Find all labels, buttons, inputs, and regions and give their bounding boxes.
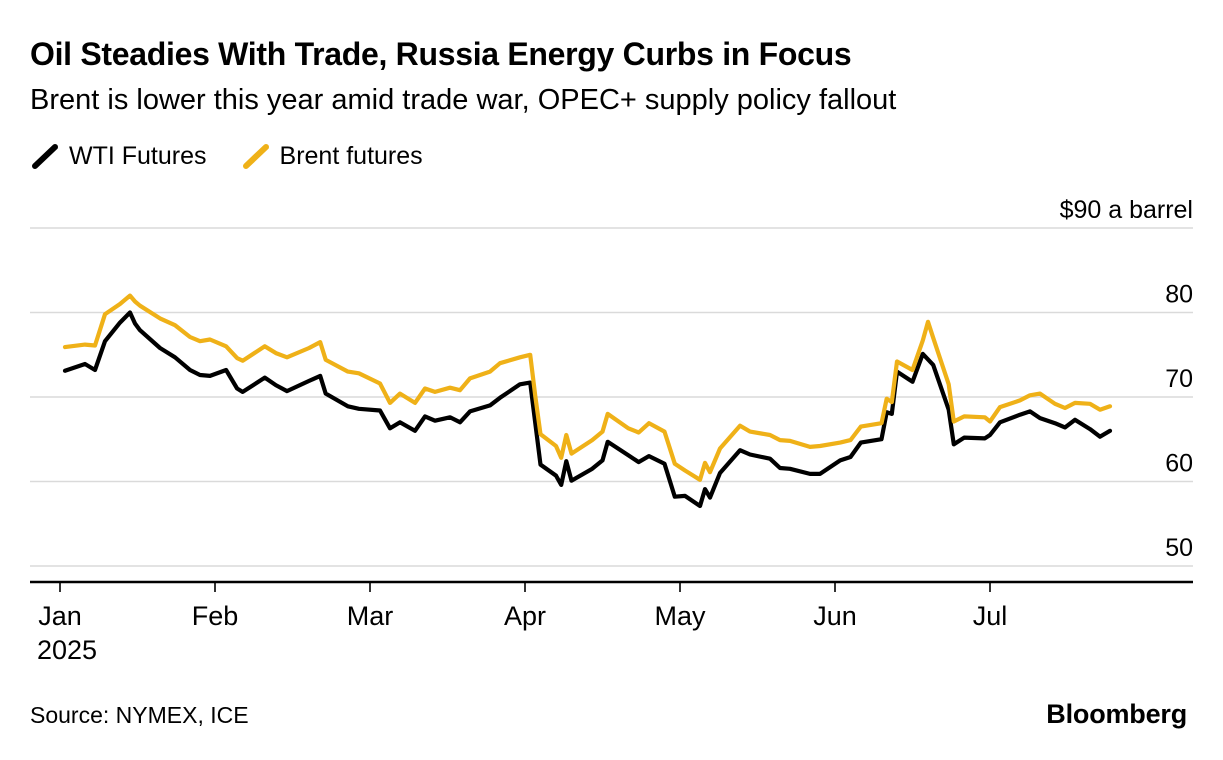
chart-subtitle: Brent is lower this year amid trade war,…	[30, 84, 897, 116]
source-attribution: Source: NYMEX, ICE	[30, 702, 249, 728]
x-tick-label: Jan	[38, 601, 82, 631]
x-tick-label: Mar	[347, 601, 394, 631]
x-tick-label: Jul	[973, 601, 1008, 631]
wti-line	[62, 310, 1113, 509]
x-tick-year-label: 2025	[37, 635, 97, 665]
wti-line-swatch-icon	[32, 143, 58, 169]
legend-item-brent: Brent futures	[241, 142, 423, 171]
bloomberg-logo: Bloomberg	[1046, 699, 1187, 729]
price-chart-svg: $90 a barrel 80 70 60 50 Jan 2025 Feb Mar Apr May J…	[30, 196, 1193, 665]
x-tick-label: May	[654, 601, 706, 631]
legend-label-brent: Brent futures	[279, 142, 423, 170]
brent-line-swatch-icon	[242, 143, 269, 169]
x-tick-label: Apr	[504, 601, 546, 631]
chart-title: Oil Steadies With Trade, Russia Energy C…	[30, 36, 852, 72]
y-tick-label: 70	[1165, 365, 1193, 393]
x-tick-label: Jun	[813, 601, 857, 631]
brent-line	[62, 293, 1113, 482]
legend-label-wti: WTI Futures	[69, 142, 207, 170]
y-tick-label: 80	[1165, 281, 1193, 309]
x-tick-label: Feb	[192, 601, 239, 631]
legend-item-wti: WTI Futures	[30, 142, 207, 171]
chart-legend: WTI Futures Brent futures	[30, 142, 423, 171]
y-tick-label: 50	[1165, 534, 1193, 562]
y-tick-label: $90 a barrel	[1060, 196, 1193, 224]
y-tick-label: 60	[1165, 450, 1193, 478]
price-chart: $90 a barrel 80 70 60 50 Jan 2025 Feb Mar Apr May J…	[30, 188, 1193, 673]
